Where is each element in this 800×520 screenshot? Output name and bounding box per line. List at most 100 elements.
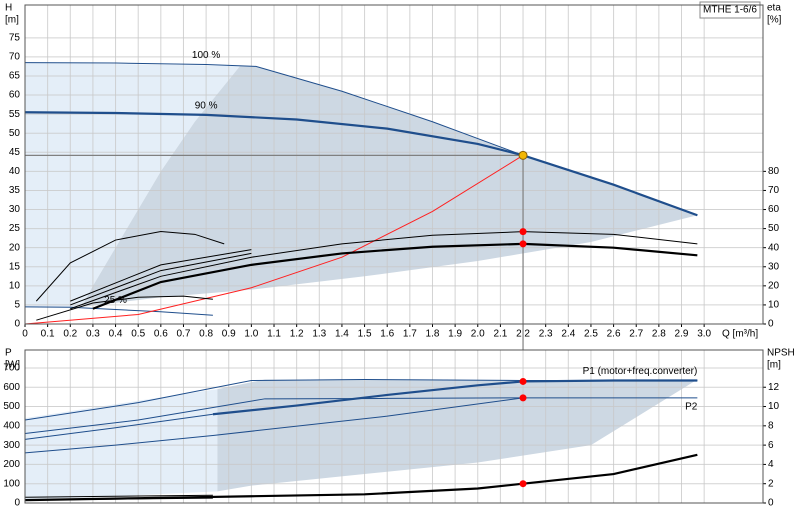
curve	[24, 154, 524, 325]
y2-tick-label: 12	[768, 382, 780, 393]
operating-point	[519, 480, 527, 488]
y-tick-label: 500	[3, 401, 20, 412]
x-tick-label: 2.3	[539, 329, 553, 340]
y2-tick-label: 10	[768, 401, 780, 412]
y2-axis-unit: [%]	[767, 15, 782, 26]
y-tick-label: 55	[9, 109, 21, 120]
x-tick-label: 1.2	[290, 329, 304, 340]
x-tick-label: 2.8	[652, 329, 666, 340]
y-tick-label: 30	[9, 204, 21, 215]
curve	[24, 306, 213, 316]
y2-tick-label: 0	[768, 319, 774, 330]
curve-label: 100 %	[192, 50, 220, 61]
y2-axis-label: eta	[767, 3, 781, 14]
y2-tick-label: 4	[768, 459, 774, 470]
y-tick-label: 75	[9, 32, 21, 43]
x-tick-label: 0.3	[86, 329, 100, 340]
curve	[70, 249, 252, 302]
y-tick-label: 200	[3, 459, 20, 470]
curve	[24, 397, 524, 454]
y-tick-label: 50	[9, 128, 21, 139]
y2-axis-label: NPSH	[767, 348, 795, 359]
y2-tick-label: 60	[768, 204, 780, 215]
y-tick-label: 100	[3, 478, 20, 489]
operating-point	[519, 377, 527, 385]
y-axis-unit: [W]	[5, 360, 20, 371]
model-label: MTHE 1-6/6	[703, 5, 757, 16]
x-tick-label: 0.5	[131, 329, 145, 340]
x-tick-label: 1.1	[267, 329, 281, 340]
x-tick-label: 2.4	[561, 329, 575, 340]
y2-tick-label: 30	[768, 261, 780, 272]
duty-point	[518, 150, 528, 160]
plot-frame	[24, 4, 764, 325]
curve-label: P1 (motor+freq.converter)	[583, 366, 698, 377]
x-tick-label: 0	[22, 329, 28, 340]
curve	[70, 231, 698, 310]
y-tick-label: 60	[9, 90, 21, 101]
x-tick-label: 2.1	[493, 329, 507, 340]
y2-tick-label: 50	[768, 223, 780, 234]
x-tick-label: 2.5	[584, 329, 598, 340]
y2-tick-label: 10	[768, 300, 780, 311]
y-tick-label: 700	[3, 363, 20, 374]
x-tick-label: 0.6	[154, 329, 168, 340]
curve	[24, 413, 213, 440]
operating-point	[519, 394, 527, 402]
y2-tick-label: 40	[768, 242, 780, 253]
x-tick-label: 1.4	[335, 329, 349, 340]
y-tick-label: 0	[14, 319, 20, 330]
y-tick-label: 45	[9, 147, 21, 158]
plot-frame	[24, 349, 764, 504]
operating-range	[217, 379, 698, 492]
curve	[24, 494, 213, 498]
x-tick-label: 1.3	[312, 329, 326, 340]
x-tick-label: 1.8	[426, 329, 440, 340]
curve	[35, 230, 225, 302]
operating-range	[81, 66, 698, 307]
curve	[36, 295, 213, 321]
y-tick-label: 600	[3, 382, 20, 393]
y-tick-label: 35	[9, 185, 21, 196]
x-tick-label: 1.9	[448, 329, 462, 340]
y-axis-unit: [m]	[5, 15, 19, 26]
y-tick-label: 0	[14, 498, 20, 509]
curve	[70, 252, 252, 306]
x-tick-label: 0.2	[63, 329, 77, 340]
y2-tick-label: 70	[768, 185, 780, 196]
curve	[24, 453, 698, 502]
curve	[24, 111, 698, 217]
operating-point	[519, 240, 527, 248]
model-box	[699, 1, 761, 19]
y-tick-label: 20	[9, 242, 21, 253]
y2-axis-unit: [m]	[767, 360, 781, 371]
y2-tick-label: 6	[768, 440, 774, 451]
y2-tick-label: 2	[768, 478, 774, 489]
x-tick-label: 0.9	[222, 329, 236, 340]
curve	[92, 242, 698, 310]
y-tick-label: 5	[14, 300, 20, 311]
y2-tick-label: 80	[768, 166, 780, 177]
curve-label: P2	[685, 401, 698, 412]
y-tick-label: 25	[9, 223, 21, 234]
x-tick-label: 2.6	[607, 329, 621, 340]
x-tick-label: 1.5	[358, 329, 372, 340]
y-tick-label: 400	[3, 420, 20, 431]
x-tick-label: 1.7	[403, 329, 417, 340]
operating-range	[25, 62, 241, 307]
x-tick-label: 0.7	[177, 329, 191, 340]
x-tick-label: 0.4	[109, 329, 123, 340]
x-tick-label: 2.9	[675, 329, 689, 340]
x-tick-label: 1.6	[380, 329, 394, 340]
x-tick-label: 0.1	[41, 329, 55, 340]
y-tick-label: 15	[9, 261, 21, 272]
x-axis-label: Q [m³/h]	[722, 329, 758, 340]
y-tick-label: 65	[9, 71, 21, 82]
curve	[24, 379, 698, 421]
y2-tick-label: 0	[768, 498, 774, 509]
x-tick-label: 0.8	[199, 329, 213, 340]
curve	[24, 497, 213, 501]
curve-label: 90 %	[195, 101, 218, 112]
y-tick-label: 70	[9, 52, 21, 63]
